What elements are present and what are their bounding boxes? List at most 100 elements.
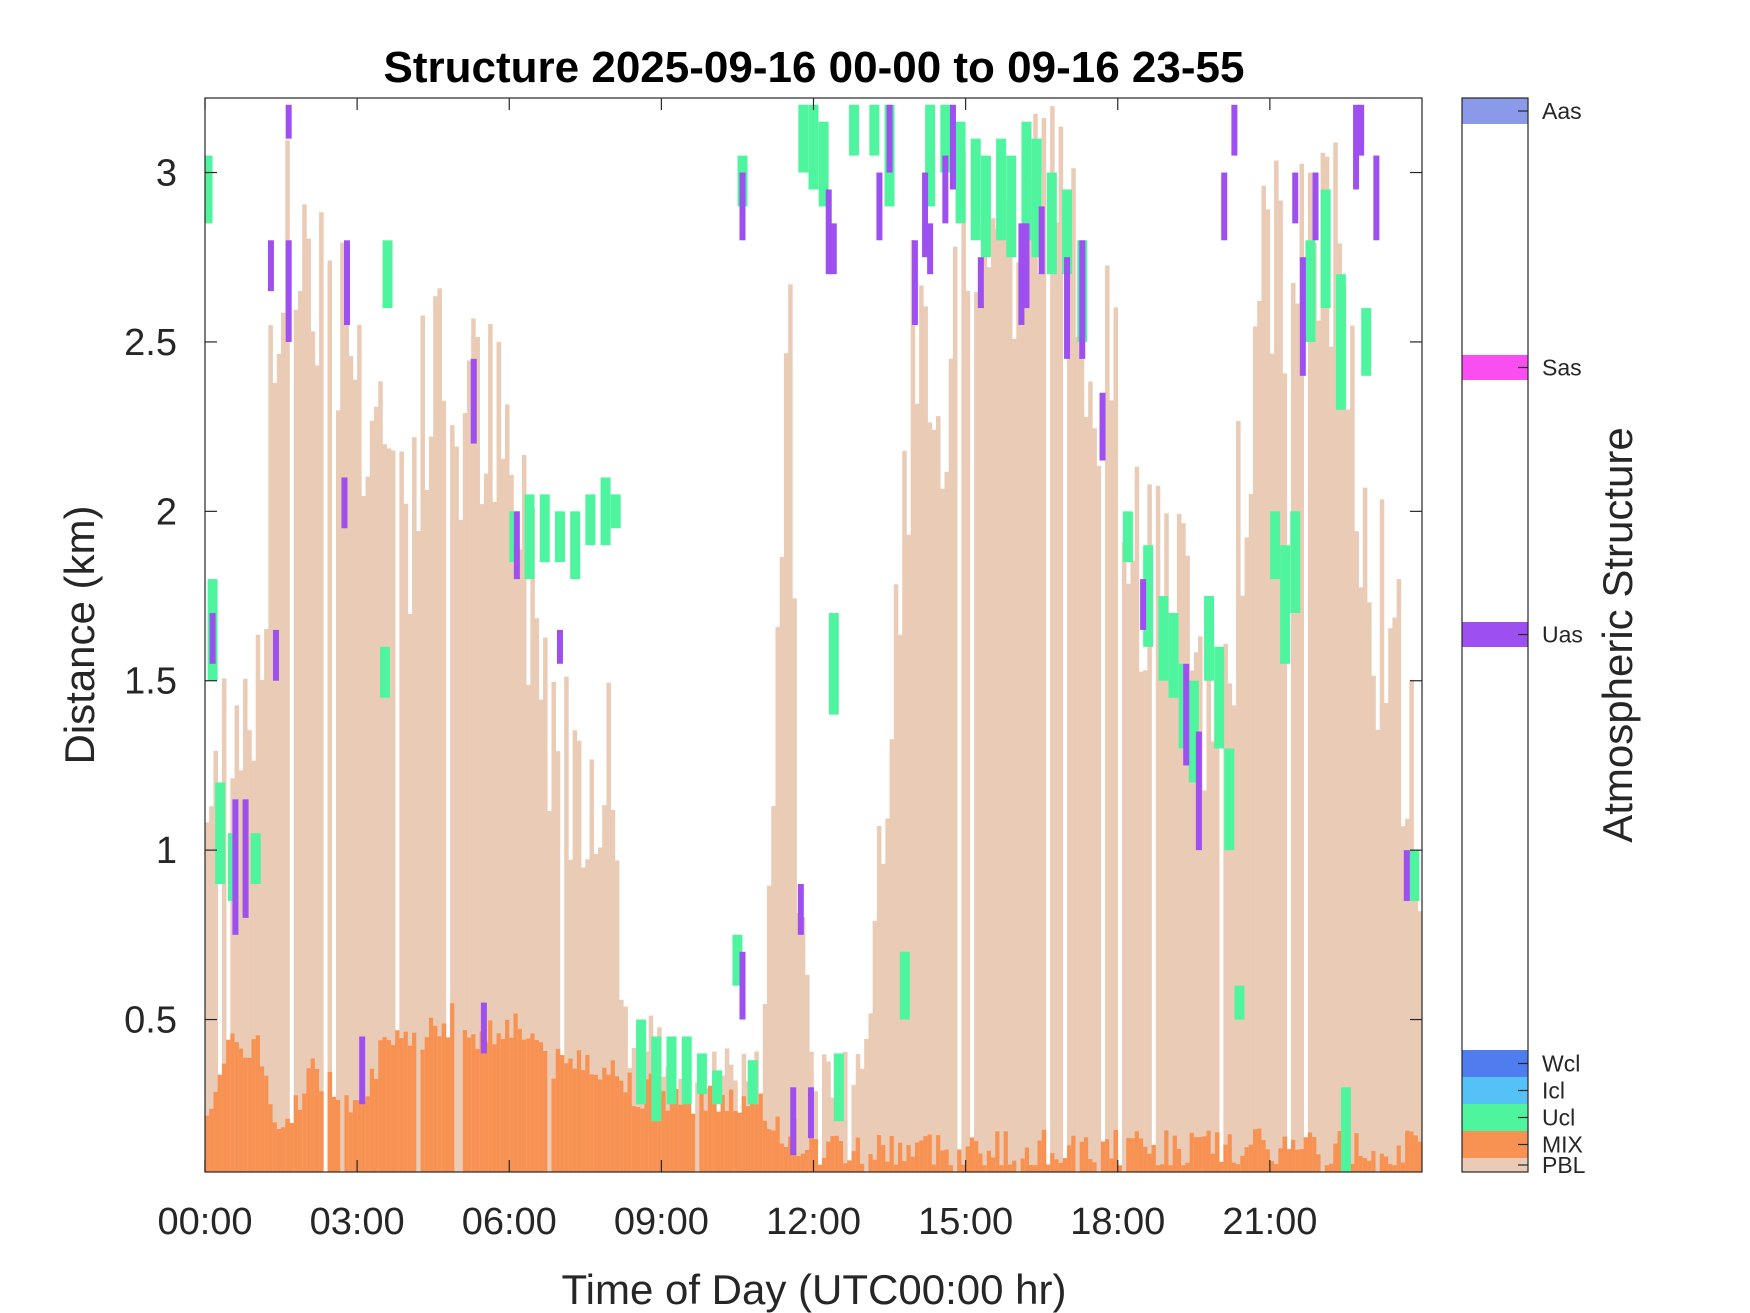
colorbar-band-pbl — [1462, 1158, 1528, 1172]
colorbar-tick-label: Aas — [1542, 98, 1582, 124]
pbl-column — [564, 676, 569, 1172]
pbl-column — [923, 306, 928, 1172]
mix-column — [927, 1134, 933, 1172]
ucl-segment — [996, 138, 1007, 241]
y-tick-label: 0.5 — [124, 1000, 177, 1042]
mix-column — [817, 1164, 823, 1172]
pbl-column — [881, 863, 886, 1172]
pbl-column — [775, 626, 780, 1172]
mix-column — [750, 1097, 755, 1172]
uas-segment — [1312, 172, 1319, 241]
ucl-segment — [380, 646, 391, 698]
mix-column — [1151, 1144, 1157, 1172]
mix-column — [1126, 1137, 1131, 1172]
mix-column — [636, 1107, 641, 1172]
pbl-column — [986, 267, 992, 1172]
pbl-column — [724, 1048, 730, 1172]
pbl-column — [792, 598, 797, 1172]
ucl-segment — [651, 1036, 662, 1122]
mix-column — [800, 1153, 806, 1172]
mix-column — [682, 1080, 688, 1172]
mix-column — [361, 1100, 366, 1172]
uas-segment — [359, 1036, 366, 1105]
ucl-segment — [1290, 511, 1301, 613]
pbl-column — [581, 867, 586, 1172]
pbl-column — [1071, 168, 1076, 1172]
pbl-column — [1050, 106, 1055, 1172]
mix-column — [728, 1089, 734, 1172]
pbl-column — [788, 284, 793, 1172]
mix-column — [395, 1030, 400, 1172]
pbl-column — [454, 446, 459, 1172]
ucl-segment — [899, 951, 910, 1020]
mix-column — [276, 1129, 282, 1172]
pbl-column — [940, 488, 945, 1172]
pbl-column — [838, 1070, 844, 1172]
pbl-column — [348, 355, 354, 1172]
pbl-column — [1003, 200, 1009, 1172]
pbl-column — [234, 705, 240, 1172]
mix-column — [872, 1159, 878, 1172]
uas-segment — [480, 1002, 487, 1054]
pbl-column — [264, 629, 269, 1172]
mix-column — [1168, 1165, 1173, 1172]
pbl-column — [390, 450, 396, 1172]
pbl-column — [483, 473, 489, 1172]
pbl-column — [1392, 617, 1397, 1172]
mix-column — [779, 1143, 785, 1172]
pbl-column — [1067, 251, 1072, 1172]
mix-column — [1083, 1137, 1089, 1172]
pbl-column — [1189, 670, 1195, 1172]
mix-column — [1379, 1153, 1385, 1172]
pbl-column — [606, 682, 611, 1172]
pbl-column — [948, 358, 954, 1172]
ucl-segment — [1062, 189, 1073, 275]
ucl-segment — [732, 934, 743, 986]
mix-column — [1033, 1165, 1038, 1172]
mix-column — [505, 1019, 510, 1172]
mix-column — [289, 1122, 295, 1172]
mix-column — [974, 1141, 979, 1172]
mix-column — [982, 1165, 988, 1172]
mix-column — [1312, 1137, 1317, 1172]
uas-segment — [267, 240, 274, 292]
pbl-column — [420, 315, 426, 1172]
mix-column — [771, 1130, 776, 1172]
mix-column — [1371, 1151, 1376, 1172]
mix-column — [868, 1154, 873, 1172]
mix-column — [1244, 1147, 1250, 1172]
mix-column — [572, 1068, 578, 1172]
mix-column — [644, 1079, 649, 1172]
mix-column — [488, 1020, 493, 1172]
pbl-column — [526, 684, 531, 1172]
mix-column — [331, 1096, 337, 1172]
mix-column — [851, 1151, 857, 1172]
mix-column — [648, 1073, 654, 1172]
mix-column — [466, 1037, 472, 1172]
mix-column — [564, 1063, 569, 1172]
pbl-column — [458, 519, 464, 1172]
y-tick-label: 3 — [156, 153, 177, 195]
mix-column — [445, 1037, 451, 1172]
mix-column — [990, 1157, 996, 1172]
pbl-column — [936, 416, 941, 1172]
mix-column — [1299, 1149, 1304, 1172]
ucl-segment — [1188, 680, 1199, 783]
mix-column — [631, 1106, 637, 1172]
ucl-segment — [554, 511, 565, 563]
mix-column — [517, 1028, 523, 1172]
colorbar-tick-label: PBL — [1542, 1152, 1586, 1178]
mix-column — [652, 1075, 658, 1172]
mix-column — [285, 1118, 290, 1172]
mix-column — [1316, 1154, 1321, 1172]
pbl-column — [243, 678, 248, 1172]
pbl-column — [213, 750, 218, 1172]
mix-column — [716, 1111, 721, 1172]
pbl-column — [614, 860, 620, 1172]
mix-column — [995, 1131, 1000, 1172]
mix-column — [251, 1039, 257, 1172]
colorbar-band-ucl — [1462, 1104, 1528, 1131]
mix-column — [986, 1150, 992, 1172]
pbl-column — [1324, 156, 1330, 1172]
uas-segment — [1358, 104, 1365, 156]
